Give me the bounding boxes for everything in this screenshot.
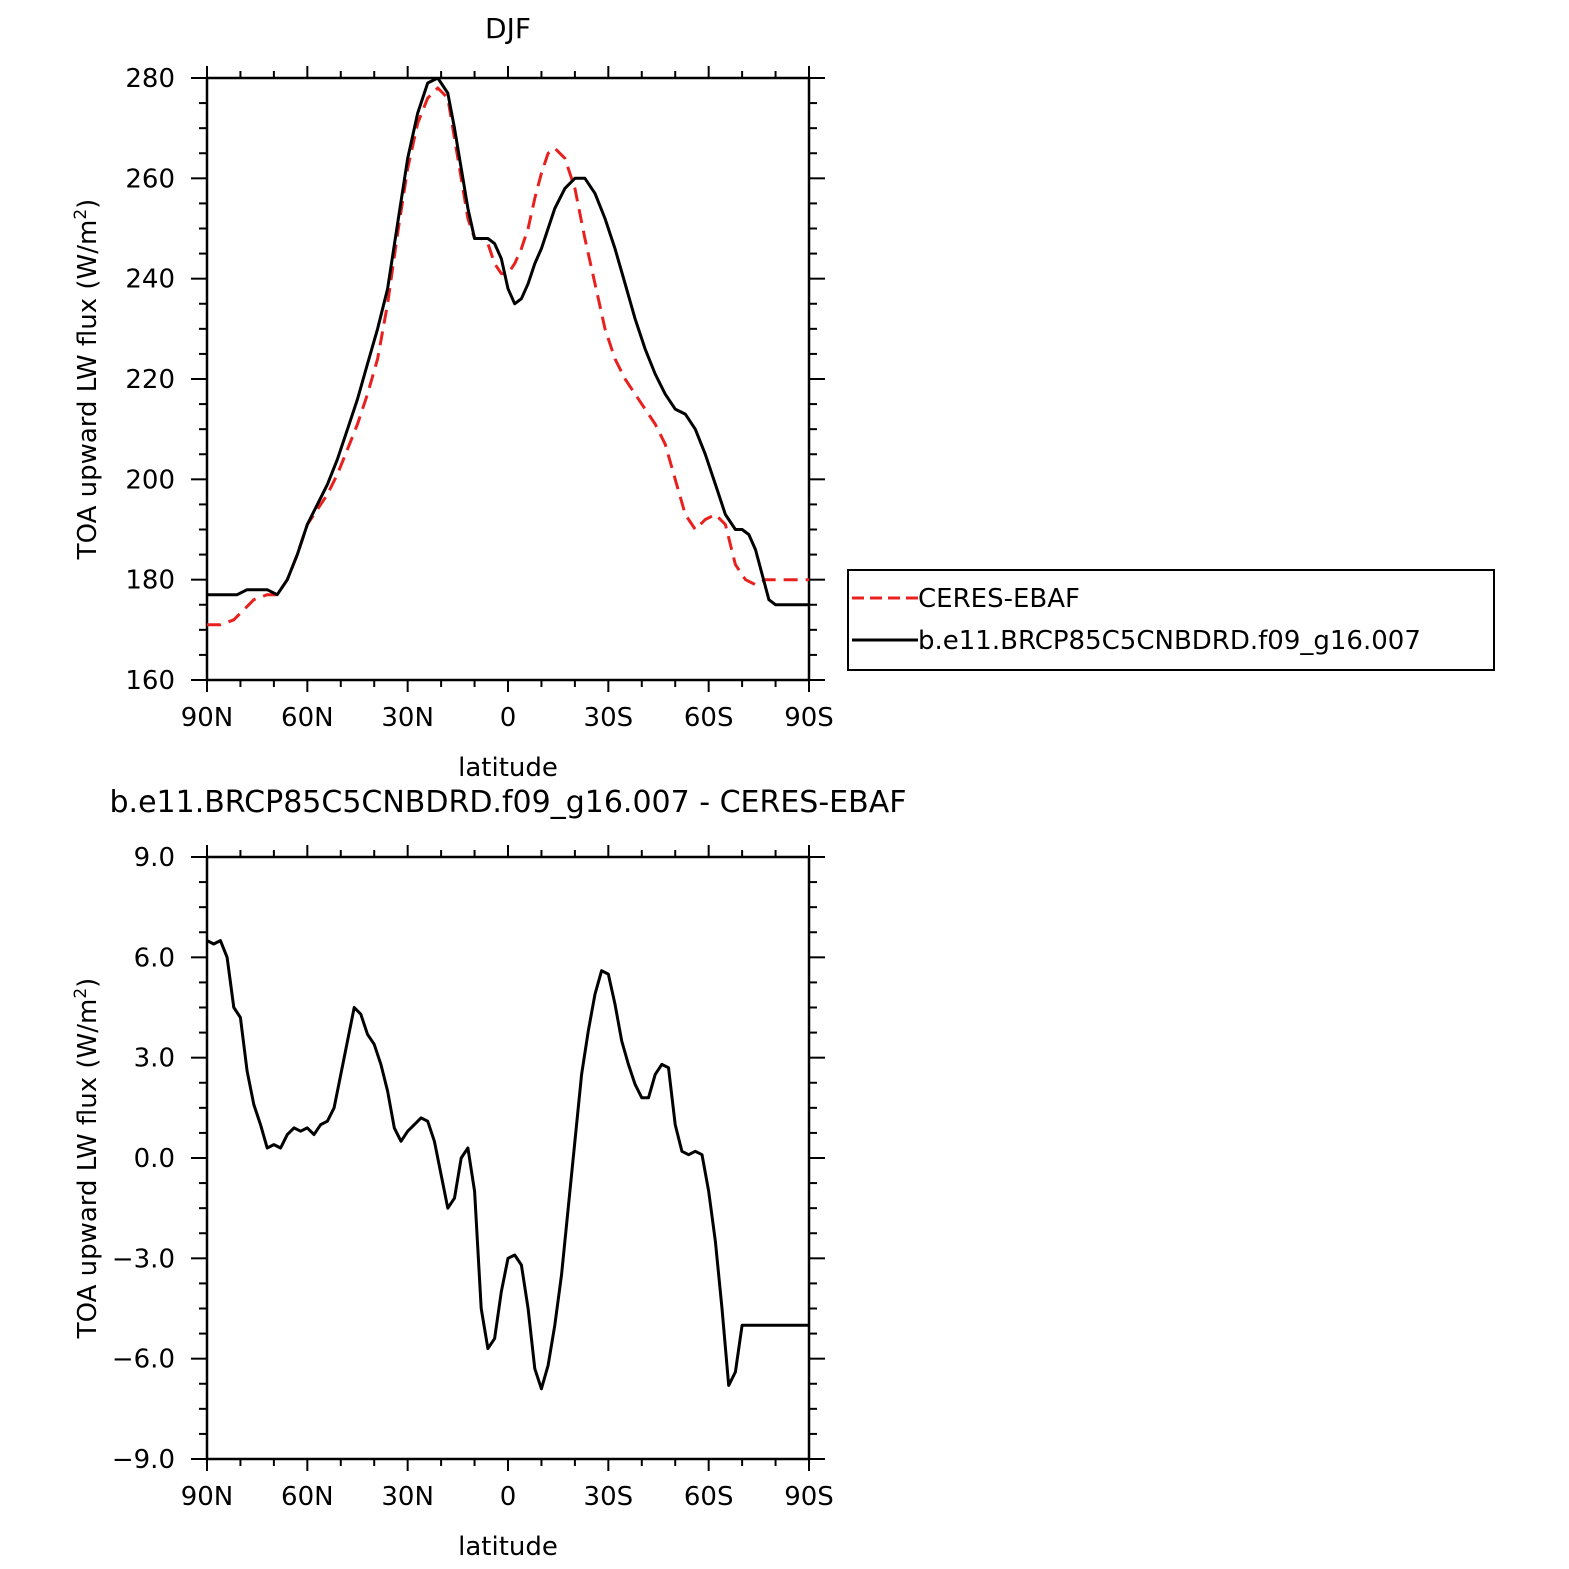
y-tick-label: 200: [125, 465, 175, 495]
x-tick-label: 0: [500, 703, 517, 733]
x-tick-label: 30N: [381, 1482, 434, 1512]
x-axis-label: latitude: [458, 753, 558, 783]
y-axis-label-superscript: 2: [71, 209, 91, 220]
y-tick-label: 0.0: [134, 1144, 175, 1174]
y-axis-label-main: TOA upward LW flux (W/m: [73, 999, 103, 1340]
y-tick-label: 6.0: [134, 943, 175, 973]
x-tick-label: 90S: [784, 703, 834, 733]
y-tick-label: 240: [125, 265, 175, 295]
y-tick-label: 9.0: [134, 843, 175, 873]
y-tick-label: 3.0: [134, 1044, 175, 1074]
x-tick-label: 90N: [181, 1482, 234, 1512]
bottom-panel: b.e11.BRCP85C5CNBDRD.f09_g16.007 - CERES…: [71, 785, 907, 1562]
x-tick-label: 90N: [181, 703, 234, 733]
x-tick-label: 60N: [281, 703, 334, 733]
y-tick-label: 180: [125, 566, 175, 596]
y-axis-label: TOA upward LW flux (W/m2): [71, 978, 103, 1340]
y-tick-label: 280: [125, 64, 175, 94]
y-axis-label-main: TOA upward LW flux (W/m: [73, 220, 103, 561]
x-axis-label: latitude: [458, 1532, 558, 1562]
x-tick-label: 30N: [381, 703, 434, 733]
top-panel: DJF 90N 60N 30N 0 30S 60S 90S 160 180 200 220 240 260…: [71, 12, 834, 783]
y-axis-label-close: ): [73, 199, 103, 209]
y-axis-label-close: ): [73, 978, 103, 988]
plot-frame: [205, 76, 811, 682]
x-tick-label: 30S: [584, 703, 634, 733]
y-tick-label: 160: [125, 666, 175, 696]
x-tick-label: 60S: [684, 1482, 734, 1512]
plot-frame: [205, 855, 811, 1461]
legend-label: b.e11.BRCP85C5CNBDRD.f09_g16.007: [918, 626, 1421, 656]
legend-box: [847, 569, 1495, 671]
x-tick-label: 90S: [784, 1482, 834, 1512]
x-tick-label: 60N: [281, 1482, 334, 1512]
series-line-1: [207, 78, 809, 607]
x-tick-label: 0: [500, 1482, 517, 1512]
y-axis-label-superscript: 2: [71, 988, 91, 999]
legend: CERES-EBAF b.e11.BRCP85C5CNBDRD.f09_g16.0…: [847, 569, 1495, 671]
series-line-0: [207, 939, 809, 1391]
y-tick-label: −3.0: [112, 1244, 175, 1274]
chart-title: b.e11.BRCP85C5CNBDRD.f09_g16.007 - CERES…: [109, 785, 906, 820]
chart-title: DJF: [485, 12, 531, 45]
series-line-0: [207, 86, 809, 627]
y-tick-label: 220: [125, 365, 175, 395]
x-tick-label: 30S: [584, 1482, 634, 1512]
x-tick-label: 60S: [684, 703, 734, 733]
y-tick-label: −9.0: [112, 1445, 175, 1475]
y-tick-label: −6.0: [112, 1345, 175, 1375]
legend-label: CERES-EBAF: [918, 584, 1080, 614]
y-axis-label: TOA upward LW flux (W/m2): [71, 199, 103, 561]
y-tick-label: 260: [125, 164, 175, 194]
